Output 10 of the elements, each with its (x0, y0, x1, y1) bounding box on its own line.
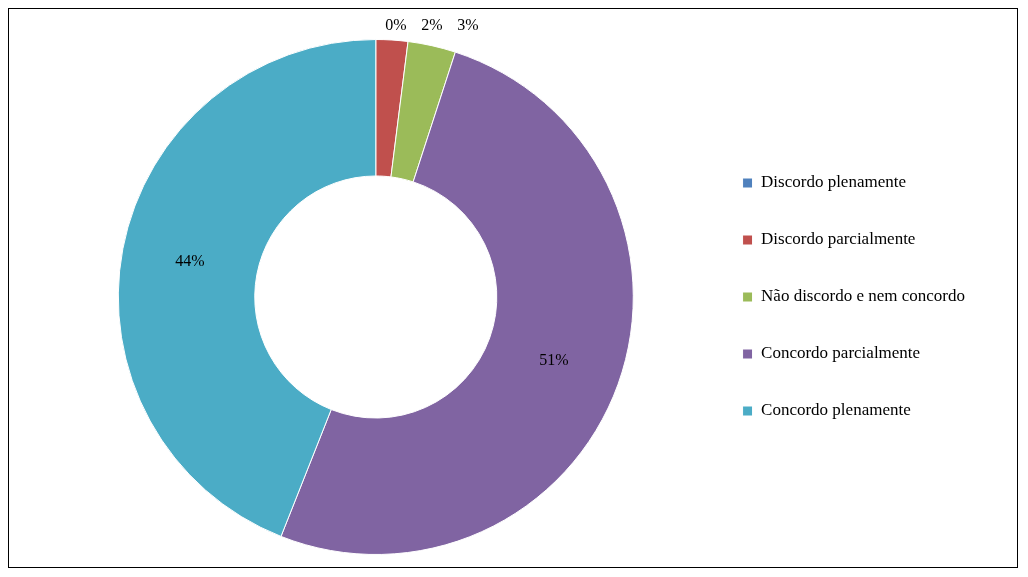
data-label: 2% (421, 15, 443, 33)
data-label: 44% (175, 251, 205, 269)
legend-label: Concordo parcialmente (761, 343, 921, 363)
legend-label: Discordo plenamente (761, 172, 906, 192)
legend-label: Discordo parcialmente (761, 229, 916, 249)
data-label: 3% (457, 15, 479, 33)
text: 0% (385, 15, 407, 33)
data-label: 51% (539, 351, 569, 369)
legend-label: Não discordo e nem concordo (761, 286, 965, 306)
legend-label: Concordo plenamente (761, 400, 911, 420)
